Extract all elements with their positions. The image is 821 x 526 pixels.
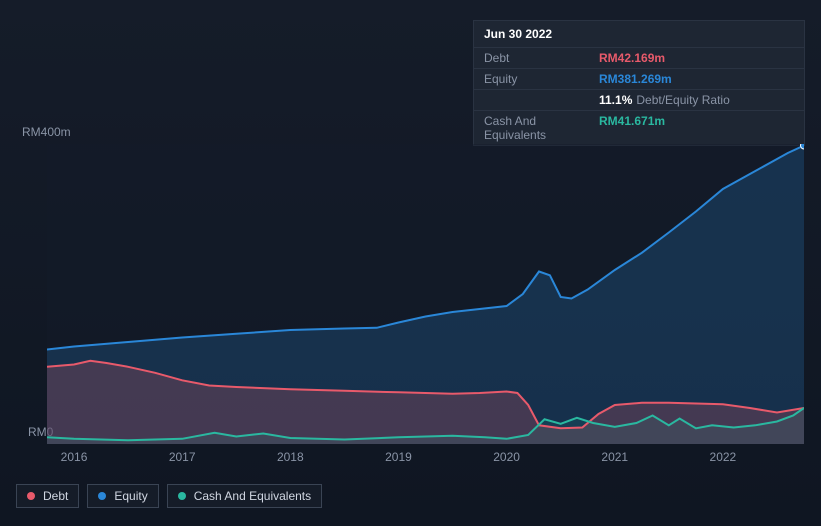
tooltip-value: RM381.269m: [599, 72, 672, 86]
x-tick: 2018: [277, 450, 304, 464]
x-tick: 2019: [385, 450, 412, 464]
legend-label: Cash And Equivalents: [194, 489, 311, 503]
x-tick: 2017: [169, 450, 196, 464]
tooltip-row: 11.1%Debt/Equity Ratio: [474, 89, 804, 110]
x-tick: 2022: [710, 450, 737, 464]
tooltip-row: Cash And EquivalentsRM41.671m: [474, 110, 804, 145]
legend-item-cash-and-equivalents[interactable]: Cash And Equivalents: [167, 484, 322, 508]
tooltip-label: Debt: [484, 51, 599, 65]
tooltip-row: DebtRM42.169m: [474, 47, 804, 68]
tooltip-row: EquityRM381.269m: [474, 68, 804, 89]
chart-container: { "tooltip": { "date": "Jun 30 2022", "r…: [0, 0, 821, 526]
tooltip-label: Cash And Equivalents: [484, 114, 599, 142]
x-tick: 2020: [493, 450, 520, 464]
legend: Debt Equity Cash And Equivalents: [16, 484, 322, 508]
legend-dot: [27, 492, 35, 500]
legend-dot: [178, 492, 186, 500]
x-tick: 2021: [601, 450, 628, 464]
legend-dot: [98, 492, 106, 500]
y-tick-max: RM400m: [22, 125, 71, 139]
area-chart: [47, 144, 804, 444]
tooltip-label: [484, 93, 599, 107]
x-tick: 2016: [61, 450, 88, 464]
tooltip-date: Jun 30 2022: [474, 21, 804, 47]
tooltip-label: Equity: [484, 72, 599, 86]
legend-label: Debt: [43, 489, 68, 503]
legend-item-debt[interactable]: Debt: [16, 484, 79, 508]
legend-label: Equity: [114, 489, 147, 503]
tooltip-value: RM42.169m: [599, 51, 665, 65]
tooltip-box: Jun 30 2022 DebtRM42.169mEquityRM381.269…: [473, 20, 805, 146]
tooltip-value: 11.1%Debt/Equity Ratio: [599, 93, 730, 107]
tooltip-value: RM41.671m: [599, 114, 665, 142]
legend-item-equity[interactable]: Equity: [87, 484, 158, 508]
